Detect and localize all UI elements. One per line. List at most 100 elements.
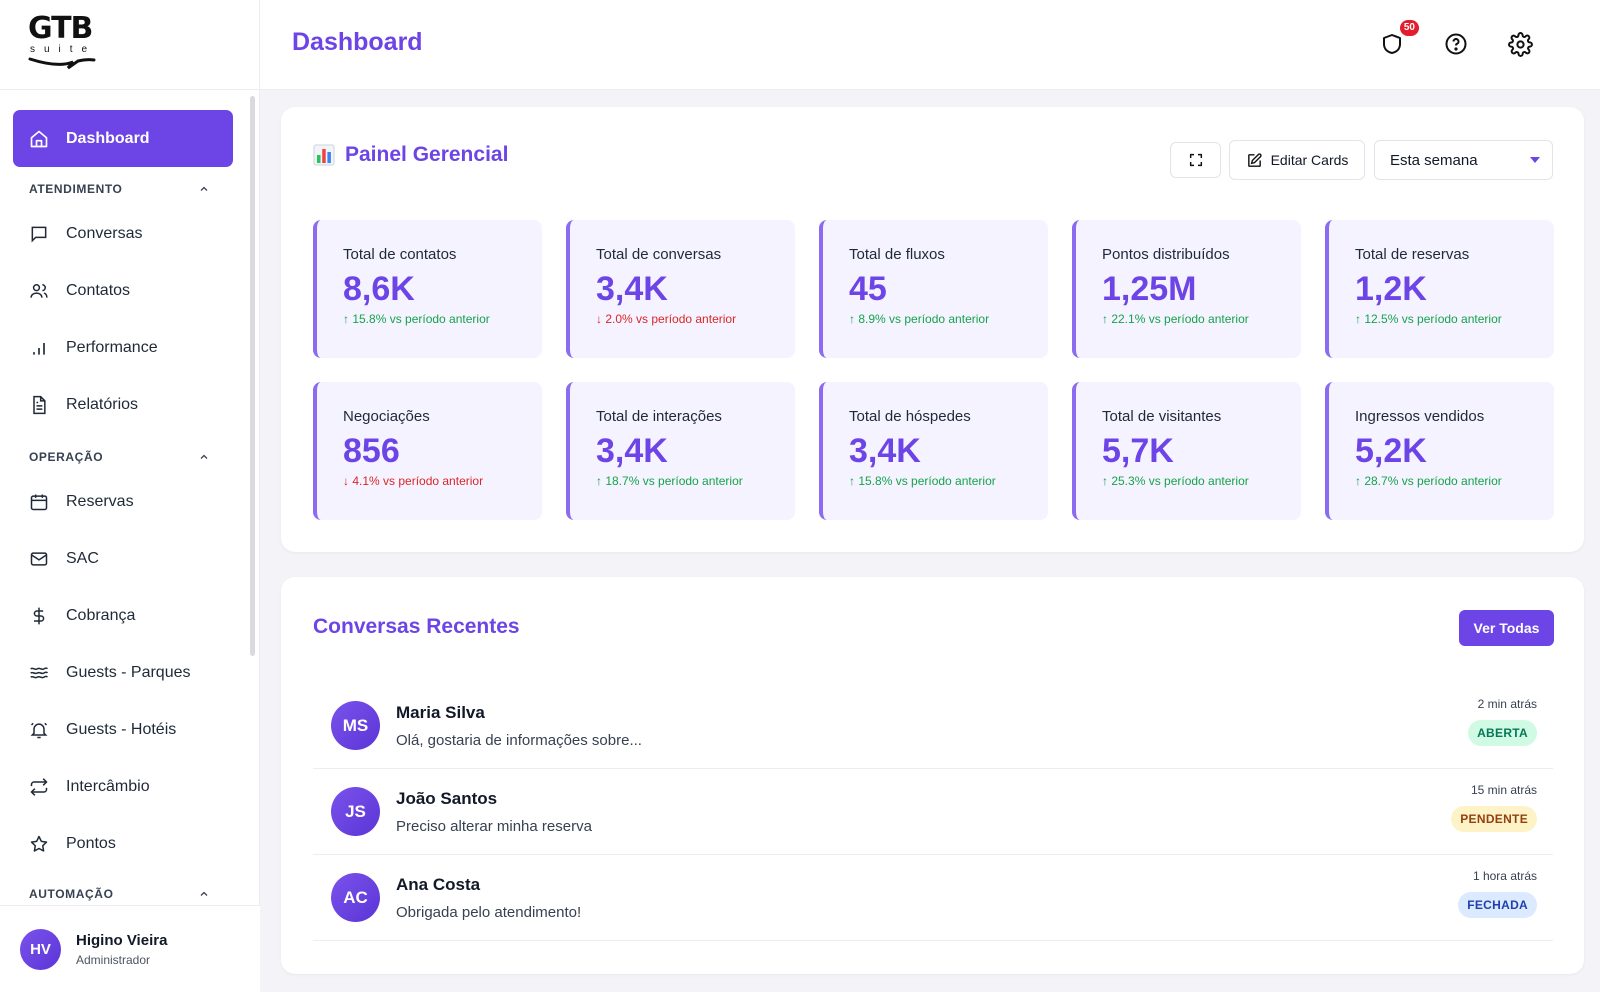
user-profile[interactable]: HV Higino Vieira Administrador — [0, 905, 260, 992]
help-button[interactable] — [1442, 30, 1470, 58]
sidebar-item-label: Guests - Parques — [66, 663, 191, 681]
conversation-meta: 1 hora atrás FECHADA — [1458, 869, 1537, 918]
conversation-name: Maria Silva — [396, 702, 485, 722]
sidebar-scrollbar[interactable] — [250, 96, 255, 656]
conversation-message: Olá, gostaria de informações sobre... — [396, 731, 642, 749]
stat-card[interactable]: Pontos distribuídos 1,25M ↑ 22.1% vs perío… — [1072, 220, 1301, 358]
section-atendimento-header[interactable]: ATENDIMENTO — [0, 173, 246, 205]
status-badge: PENDENTE — [1451, 806, 1537, 832]
edit-icon — [1246, 152, 1263, 169]
stat-label: Total de fluxos — [849, 246, 945, 263]
avatar: JS — [331, 787, 380, 836]
conversation-name: João Santos — [396, 788, 498, 808]
avatar: MS — [331, 701, 380, 750]
list-item[interactable]: MS Maria Silva Olá, gostaria de informaç… — [313, 683, 1553, 769]
sidebar-item-label: Conversas — [66, 224, 143, 242]
avatar: HV — [20, 928, 61, 970]
notification-badge: 50 — [1399, 20, 1419, 36]
stat-card[interactable]: Total de contatos 8,6K ↑ 15.8% vs período … — [313, 220, 542, 358]
section-operacao-header[interactable]: OPERAÇÃO — [0, 441, 246, 473]
conversation-message: Obrigada pelo atendimento! — [396, 903, 582, 921]
calendar-icon — [28, 491, 50, 513]
sidebar-item-performance[interactable]: Performance — [0, 319, 246, 376]
sidebar-item-guests-hoteis[interactable]: Guests - Hotéis — [0, 701, 246, 758]
sidebar-item-sac[interactable]: SAC — [0, 530, 246, 587]
dollar-icon — [28, 605, 50, 627]
sidebar-item-label: Cobrança — [66, 606, 136, 624]
list-item[interactable]: AC Ana Costa Obrigada pelo atendimento! … — [313, 855, 1553, 941]
stat-label: Total de interações — [596, 408, 722, 425]
sidebar-item-cobranca[interactable]: Cobrança — [0, 587, 246, 644]
bar-chart-icon — [28, 337, 50, 359]
stat-change: ↑ 22.1% vs período anterior — [1102, 312, 1249, 326]
view-all-button[interactable]: Ver Todas — [1459, 610, 1554, 646]
sidebar-item-conversas[interactable]: Conversas — [0, 205, 246, 262]
sidebar-item-pontos[interactable]: Pontos — [0, 815, 246, 872]
stat-value: 856 — [343, 432, 400, 470]
settings-button[interactable] — [1506, 30, 1534, 58]
chart-emoji-icon — [313, 144, 335, 166]
logo-subtext: suite — [30, 44, 97, 55]
fullscreen-button[interactable] — [1170, 142, 1221, 178]
stat-change: ↓ 4.1% vs período anterior — [343, 474, 484, 488]
status-badge: FECHADA — [1458, 892, 1537, 918]
list-item[interactable]: JS João Santos Preciso alterar minha res… — [313, 769, 1553, 855]
home-icon — [28, 128, 50, 150]
edit-cards-label: Editar Cards — [1270, 152, 1349, 168]
logo-swoosh-icon — [28, 57, 96, 70]
stat-change: ↑ 12.5% vs período anterior — [1355, 312, 1502, 326]
waves-icon — [28, 662, 50, 684]
stat-change: ↑ 15.8% vs período anterior — [343, 312, 490, 326]
logo[interactable]: GTB suite — [0, 0, 259, 90]
recent-conversations-title: Conversas Recentes — [313, 615, 520, 638]
stat-card[interactable]: Ingressos vendidos 5,2K ↑ 28.7% vs período… — [1325, 382, 1554, 520]
sidebar-item-label: SAC — [66, 549, 99, 567]
sidebar-item-guests-parques[interactable]: Guests - Parques — [0, 644, 246, 701]
stat-value: 3,4K — [596, 270, 668, 308]
security-notifications-button[interactable]: 50 — [1378, 20, 1419, 58]
stat-value: 45 — [849, 270, 887, 308]
panel-title-text: Painel Gerencial — [345, 143, 509, 166]
stat-card[interactable]: Negociações 856 ↓ 4.1% vs período anterior — [313, 382, 542, 520]
stat-change: ↑ 8.9% vs período anterior — [849, 312, 990, 326]
chevron-up-icon — [200, 186, 208, 191]
shield-icon — [1383, 34, 1401, 54]
conversation-time: 2 min atrás — [1477, 697, 1537, 711]
conversation-time: 1 hora atrás — [1472, 869, 1537, 883]
stat-card[interactable]: Total de reservas 1,2K ↑ 12.5% vs período … — [1325, 220, 1554, 358]
stat-label: Ingressos vendidos — [1355, 408, 1485, 425]
period-select[interactable]: Esta semana — [1374, 140, 1553, 180]
section-title: ATENDIMENTO — [29, 182, 123, 196]
section-title: OPERAÇÃO — [29, 450, 104, 464]
stat-label: Total de reservas — [1355, 246, 1470, 263]
stat-card[interactable]: Total de interações 3,4K ↑ 18.7% vs períod… — [566, 382, 795, 520]
stat-card[interactable]: Total de fluxos 45 ↑ 8.9% vs período anter… — [819, 220, 1048, 358]
sidebar-item-dashboard[interactable]: Dashboard — [13, 110, 233, 167]
top-header: Dashboard 50 — [260, 0, 1600, 90]
stat-value: 1,25M — [1102, 270, 1197, 308]
sidebar-item-contatos[interactable]: Contatos — [0, 262, 246, 319]
stat-change: ↑ 28.7% vs período anterior — [1355, 474, 1502, 488]
stat-label: Total de contatos — [343, 246, 457, 263]
sidebar-item-label: Contatos — [66, 281, 131, 299]
gear-icon — [1507, 31, 1533, 57]
avatar: AC — [331, 873, 380, 922]
stat-value: 8,6K — [343, 270, 415, 308]
period-select-value: Esta semana — [1390, 151, 1478, 169]
conversation-meta: 15 min atrás PENDENTE — [1451, 783, 1537, 832]
sidebar-item-relatorios[interactable]: Relatórios — [0, 376, 246, 433]
stat-change: ↓ 2.0% vs período anterior — [596, 312, 737, 326]
edit-cards-button[interactable]: Editar Cards — [1229, 140, 1365, 180]
sidebar-item-reservas[interactable]: Reservas — [0, 473, 246, 530]
conversation-text: João Santos Preciso alterar minha reserv… — [396, 789, 592, 835]
stat-card[interactable]: Total de visitantes 5,7K ↑ 25.3% vs períod… — [1072, 382, 1301, 520]
section-automacao-header[interactable]: AUTOMAÇÃO — [0, 878, 246, 905]
stat-card[interactable]: Total de hóspedes 3,4K ↑ 15.8% vs período … — [819, 382, 1048, 520]
sidebar-item-intercambio[interactable]: Intercâmbio — [0, 758, 246, 815]
repeat-icon — [28, 776, 50, 798]
help-circle-icon — [1445, 33, 1467, 55]
section-title: AUTOMAÇÃO — [29, 887, 114, 901]
chevron-up-icon — [200, 891, 208, 896]
management-panel: Painel Gerencial Editar Cards Esta seman… — [281, 107, 1584, 552]
stat-card[interactable]: Total de conversas 3,4K ↓ 2.0% vs período … — [566, 220, 795, 358]
